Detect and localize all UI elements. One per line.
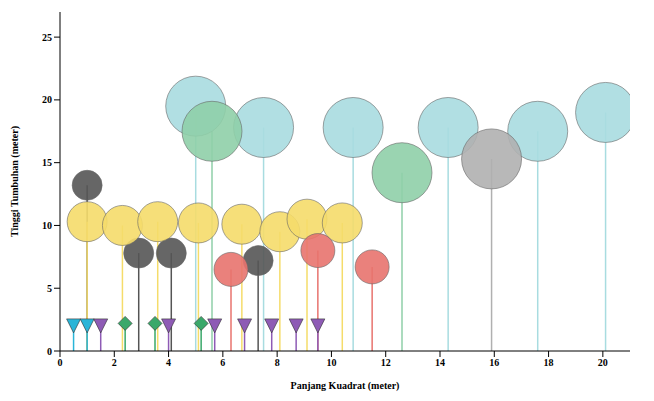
svg-text:16: 16	[489, 357, 499, 368]
svg-text:14: 14	[435, 357, 445, 368]
svg-text:20: 20	[598, 357, 608, 368]
svg-text:15: 15	[42, 157, 52, 168]
svg-text:8: 8	[275, 357, 280, 368]
svg-text:18: 18	[544, 357, 554, 368]
svg-text:4: 4	[166, 357, 171, 368]
svg-text:0: 0	[47, 346, 52, 357]
svg-text:Panjang Kuadrat (meter): Panjang Kuadrat (meter)	[291, 380, 400, 392]
svg-text:0: 0	[58, 357, 63, 368]
svg-text:2: 2	[112, 357, 117, 368]
svg-text:10: 10	[42, 220, 52, 231]
svg-text:Tinggi Tumbuhan (meter): Tinggi Tumbuhan (meter)	[9, 126, 21, 237]
svg-text:20: 20	[42, 94, 52, 105]
svg-text:5: 5	[47, 283, 52, 294]
svg-text:10: 10	[326, 357, 336, 368]
svg-text:12: 12	[381, 357, 391, 368]
svg-text:25: 25	[42, 32, 52, 43]
svg-text:6: 6	[220, 357, 225, 368]
